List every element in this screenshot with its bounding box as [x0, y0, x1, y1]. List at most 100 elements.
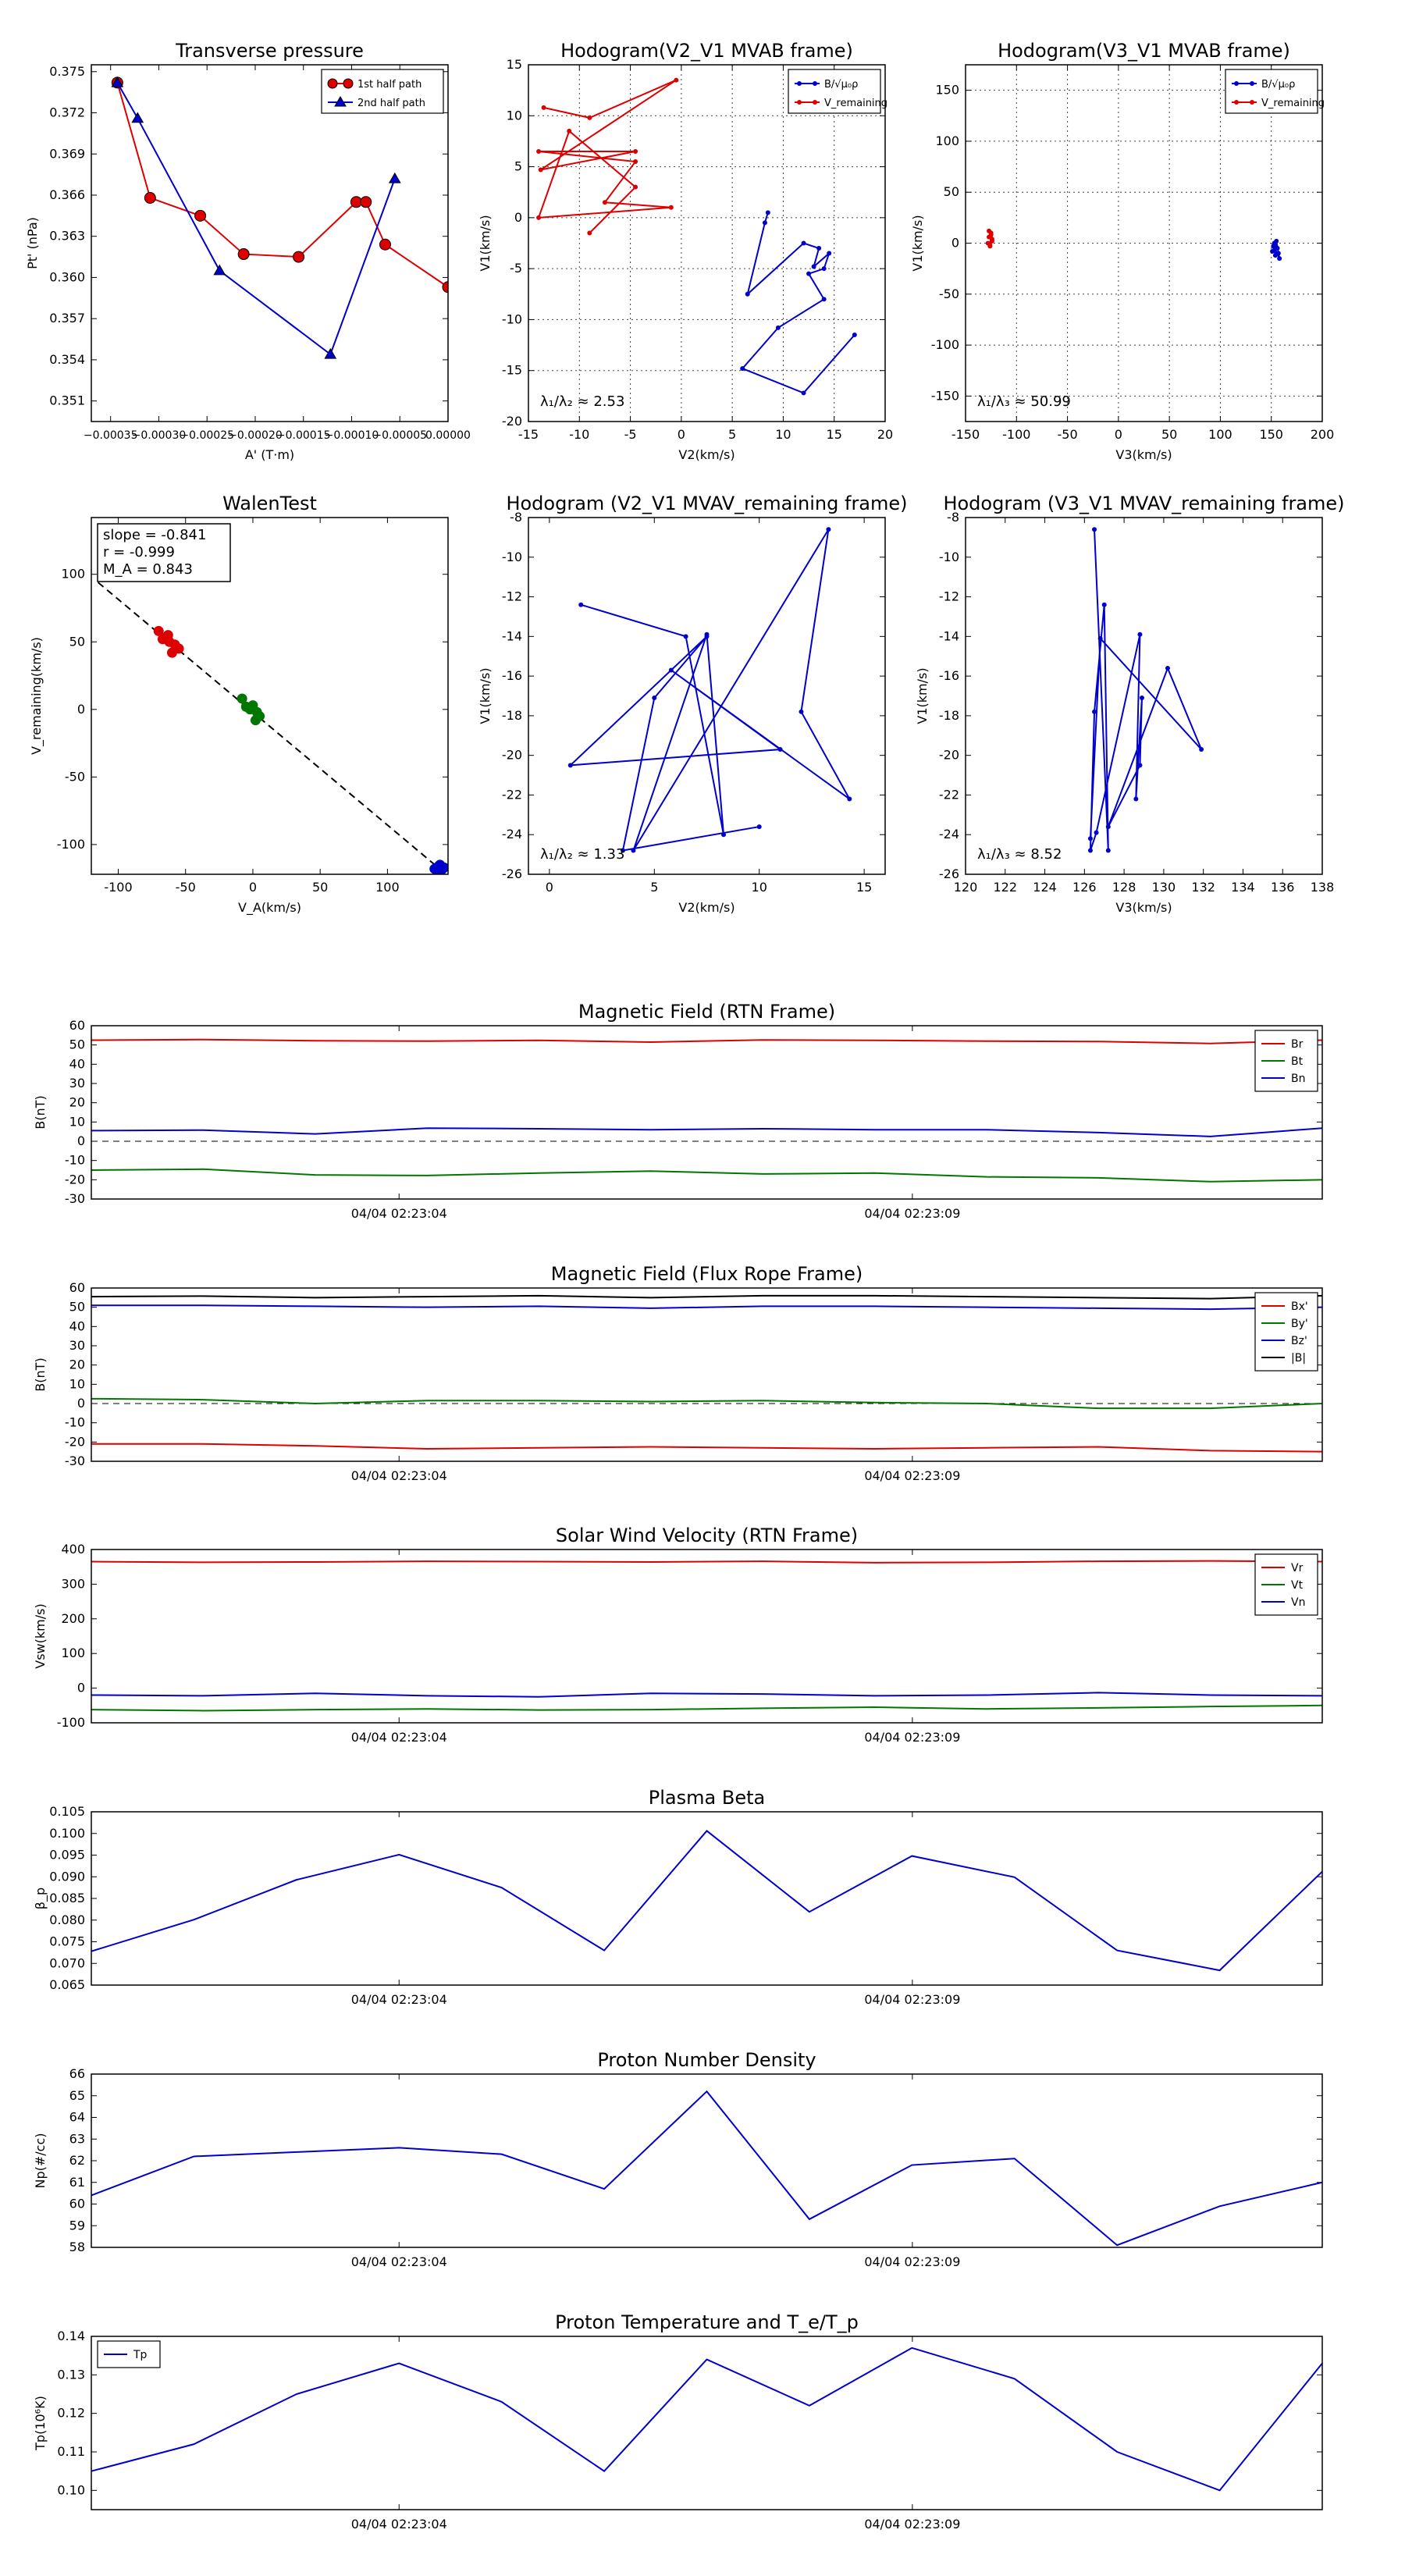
- y-tick-label: -10: [65, 1153, 85, 1168]
- y-tick-label: 100: [61, 1646, 85, 1660]
- y-tick-label: 150: [935, 83, 959, 98]
- y-tick-label: 0.085: [49, 1891, 85, 1905]
- legend-box: [1225, 69, 1318, 114]
- y-tick-label: -150: [931, 388, 959, 403]
- y-axis-label: Tp(10⁶K): [33, 2396, 48, 2451]
- x-axis-label: V3(km/s): [1115, 900, 1172, 915]
- data-point: [1087, 848, 1093, 853]
- y-tick-label: -24: [502, 827, 522, 841]
- legend-marker: [813, 81, 817, 86]
- data-point: [1105, 848, 1111, 853]
- y-tick-label: -5: [510, 261, 522, 276]
- y-tick-label: 300: [61, 1576, 85, 1591]
- data-point: [989, 237, 994, 242]
- data-point: [157, 634, 168, 645]
- y-tick-label: 0.100: [49, 1826, 85, 1841]
- x-tick-label: 120: [954, 880, 978, 895]
- data-point: [360, 196, 372, 208]
- axes-frame: [91, 1287, 1323, 1462]
- data-point: [801, 240, 806, 246]
- y-axis-label: V1(km/s): [915, 667, 930, 724]
- x-tick-label: 100: [375, 880, 400, 895]
- x-tick-label: 126: [1072, 880, 1097, 895]
- data-point: [987, 228, 992, 233]
- legend-label: V_remaining: [824, 98, 887, 109]
- axes-frame: [91, 64, 449, 422]
- series-line-Tp: [91, 2347, 1323, 2492]
- y-tick-label: -12: [939, 589, 959, 604]
- axes-frame: [965, 517, 1323, 875]
- y-tick-label: -22: [502, 787, 522, 802]
- chart-title: Proton Number Density: [597, 2049, 816, 2071]
- series-group: [111, 76, 448, 359]
- x-tick-label: 0: [546, 880, 553, 895]
- y-tick-label: -8: [947, 510, 959, 525]
- legend-label: Vt: [1291, 1579, 1304, 1592]
- data-point: [293, 251, 305, 263]
- y-axis-label: Pt' (nPa): [25, 217, 40, 269]
- x-tick-label: 200: [1311, 427, 1335, 442]
- y-tick-label: 15: [507, 57, 522, 72]
- data-point: [144, 191, 156, 204]
- data-point: [987, 244, 993, 249]
- y-tick-label: 66: [69, 2066, 85, 2081]
- y-axis-label: V_remaining(km/s): [29, 637, 44, 755]
- series-line-B/√μ₀ρ: [741, 212, 855, 394]
- data-point: [538, 167, 543, 173]
- series-line-Bt: [91, 1168, 1323, 1183]
- y-tick-label: -14: [939, 628, 959, 643]
- x-tick-label: −0.00020: [228, 429, 283, 442]
- data-point: [1137, 632, 1143, 637]
- x-tick-label: -50: [176, 880, 196, 895]
- legend-label: Bt: [1291, 1055, 1304, 1068]
- y-tick-label: 0.10: [57, 2482, 85, 2497]
- y-tick-label: 0.080: [49, 1912, 85, 1927]
- x-tick-label: 04/04 02:23:04: [351, 2517, 447, 2532]
- y-tick-label: 50: [69, 634, 85, 649]
- y-tick-label: 30: [69, 1338, 85, 1353]
- y-tick-label: -50: [65, 769, 85, 784]
- legend-label: Br: [1291, 1038, 1304, 1051]
- chart-title: Hodogram(V2_V1 MVAB frame): [560, 40, 853, 62]
- y-tick-label: 50: [944, 184, 959, 199]
- data-point: [388, 172, 401, 183]
- data-point: [237, 693, 247, 704]
- data-point: [244, 703, 254, 713]
- data-point: [801, 390, 806, 396]
- y-tick-label: -22: [939, 787, 959, 802]
- y-tick-label: -50: [939, 286, 959, 301]
- legend-marker: [334, 96, 347, 107]
- x-tick-label: 15: [827, 427, 842, 442]
- y-tick-label: -10: [502, 311, 522, 326]
- chart-title: Proton Temperature and T_e/T_p: [555, 2311, 859, 2333]
- data-point: [237, 248, 250, 261]
- series-line-Vr: [91, 1560, 1323, 1564]
- stats-line: M_A = 0.843: [103, 561, 193, 578]
- legend-marker: [1250, 100, 1254, 105]
- data-point: [852, 333, 857, 338]
- x-tick-label: −0.00025: [180, 429, 234, 442]
- stats-box: [97, 523, 231, 582]
- y-tick-label: 0.070: [49, 1955, 85, 1970]
- y-tick-label: -20: [939, 748, 959, 763]
- legend-box: [1254, 1292, 1318, 1372]
- series-line-path: [568, 528, 851, 852]
- y-tick-label: 0.095: [49, 1848, 85, 1863]
- x-tick-label: 150: [1259, 427, 1283, 442]
- ratio-annotation: λ₁/λ₂ ≈ 1.33: [540, 846, 624, 863]
- y-tick-label: 0: [951, 236, 959, 251]
- x-tick-label: 04/04 02:23:09: [864, 2254, 960, 2269]
- data-point: [1165, 665, 1170, 671]
- data-point: [536, 215, 542, 220]
- data-point: [847, 796, 852, 802]
- x-tick-label: 04/04 02:23:09: [864, 1992, 960, 2007]
- series-group: [153, 625, 448, 874]
- axes-frame: [91, 2336, 1323, 2510]
- y-axis-label: Np(#/cc): [33, 2133, 48, 2189]
- data-point: [567, 763, 573, 768]
- data-point: [1270, 248, 1275, 254]
- y-tick-label: 0.357: [49, 311, 85, 326]
- axes-frame: [528, 64, 886, 422]
- y-tick-label: 0: [77, 1396, 85, 1411]
- panel-vsw: -100 0 100 200 300 400 04/04 02:23:04 04/04 02:…: [33, 1525, 1323, 1745]
